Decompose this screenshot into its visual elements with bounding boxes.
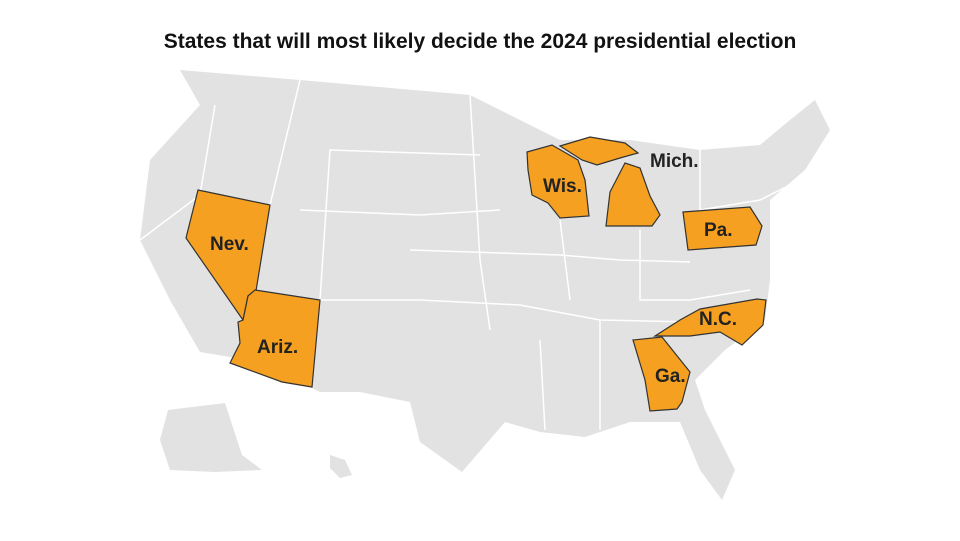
- state-borders: [139, 79, 801, 431]
- state-pennsylvania[interactable]: [682, 206, 763, 251]
- state-north-carolina[interactable]: [652, 298, 767, 346]
- alaska: [160, 403, 262, 472]
- label-wisconsin: Wis.: [543, 176, 582, 197]
- label-north-carolina: N.C.: [699, 309, 737, 330]
- state-michigan-lower[interactable]: [605, 162, 661, 227]
- state-georgia[interactable]: [632, 336, 691, 412]
- hawaii: [330, 455, 352, 478]
- state-michigan-upper[interactable]: [558, 136, 640, 166]
- state-wisconsin[interactable]: [526, 144, 590, 219]
- state-arizona[interactable]: [229, 289, 321, 388]
- label-arizona: Ariz.: [257, 337, 298, 358]
- label-pennsylvania: Pa.: [704, 220, 733, 241]
- label-nevada: Nev.: [210, 234, 249, 255]
- label-michigan: Mich.: [650, 151, 699, 172]
- label-georgia: Ga.: [655, 366, 686, 387]
- state-labels: Nev. Ariz. Wis. Mich. Pa. N.C. Ga.: [210, 151, 737, 387]
- map-title: States that will most likely decide the …: [163, 30, 797, 53]
